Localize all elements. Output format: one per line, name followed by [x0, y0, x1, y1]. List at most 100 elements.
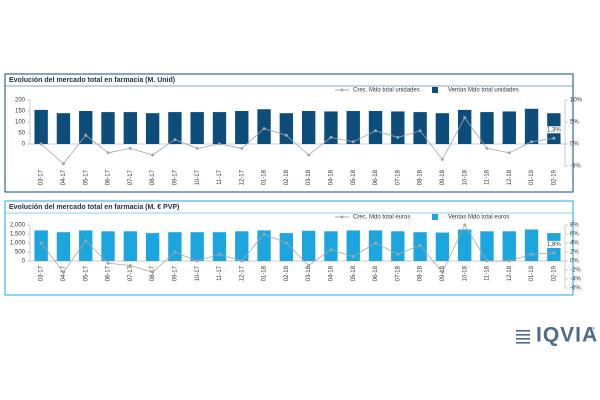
- data-label: 1,3%: [547, 127, 561, 133]
- line-marker: [530, 252, 534, 256]
- y-tick-label: 150: [15, 109, 26, 115]
- y2-tick-label: -5%: [570, 164, 581, 170]
- bar: [123, 231, 137, 261]
- bar: [301, 111, 316, 144]
- bar: [145, 113, 160, 144]
- y2-tick-label: 10%: [570, 98, 583, 104]
- bar: [79, 230, 93, 261]
- line-marker: [329, 248, 333, 252]
- y2-tick-label: 8%: [570, 223, 579, 229]
- x-tick-label: 02-18: [284, 169, 290, 185]
- bar: [56, 113, 71, 144]
- bar: [190, 232, 204, 261]
- bar: [458, 109, 472, 144]
- line-marker: [262, 232, 266, 236]
- line-marker: [195, 146, 199, 150]
- bar: [301, 230, 316, 261]
- line-marker: [151, 153, 155, 157]
- x-tick-label: 10-18: [462, 265, 468, 281]
- line-marker: [240, 259, 244, 263]
- y2-tick-label: 0%: [570, 142, 579, 148]
- bar: [391, 231, 405, 261]
- x-tick-label: 11-18: [485, 265, 491, 281]
- y2-tick-label: 4%: [570, 241, 579, 247]
- x-tick-label: 06-17: [106, 265, 112, 281]
- bar: [524, 229, 539, 261]
- line-marker: [440, 270, 444, 274]
- x-tick-label: 09-17: [172, 169, 178, 185]
- x-tick-label: 05-17: [83, 265, 89, 281]
- line-marker: [463, 223, 467, 227]
- x-tick-label: 04-18: [329, 169, 335, 185]
- line-marker: [485, 259, 489, 263]
- bar: [391, 111, 405, 144]
- line-marker: [307, 264, 311, 267]
- line-marker: [440, 157, 444, 161]
- y2-tick-label: -6%: [570, 286, 581, 292]
- x-tick-label: 07-17: [128, 265, 134, 281]
- line-marker: [284, 133, 288, 137]
- line-marker: [507, 151, 511, 155]
- line-marker: [396, 135, 400, 139]
- x-tick-label: 02-19: [551, 169, 557, 185]
- x-tick-label: 03-18: [306, 265, 312, 281]
- bar: [235, 231, 249, 261]
- y2-tick-label: -4%: [570, 277, 581, 283]
- x-tick-label: 03-18: [306, 169, 312, 185]
- x-tick-label: 11-17: [217, 169, 223, 185]
- line-marker: [84, 133, 88, 137]
- x-tick-label: 12-18: [507, 169, 513, 185]
- y2-tick-label: -2%: [570, 268, 581, 274]
- chart-title: Evolución del mercado total en farmacia …: [9, 204, 179, 211]
- x-tick-label: 12-18: [507, 265, 513, 281]
- bar: [212, 232, 227, 261]
- x-tick-label: 07-18: [395, 169, 401, 185]
- logo-mark: ™: [590, 326, 595, 332]
- line-marker: [173, 138, 177, 142]
- line-marker: [217, 252, 221, 256]
- line-marker: [39, 142, 43, 146]
- line-marker: [396, 252, 400, 256]
- bar: [346, 230, 360, 261]
- bar: [145, 233, 160, 261]
- chart-title: Evolución del mercado total en farmacia …: [9, 77, 175, 84]
- line-marker: [128, 264, 132, 267]
- legend-label: Crec. Mdo total euros: [353, 215, 410, 221]
- x-tick-label: 08-18: [418, 265, 424, 281]
- bar: [502, 231, 516, 261]
- y-tick-label: 100: [15, 120, 26, 126]
- logo-text: IQVIA: [536, 324, 598, 347]
- x-tick-label: 11-18: [485, 169, 491, 185]
- legend-marker: [340, 88, 344, 92]
- bar: [279, 113, 294, 144]
- bar: [34, 109, 48, 144]
- line-marker: [284, 241, 288, 245]
- x-tick-label: 10-17: [195, 169, 201, 185]
- x-tick-label: 12-17: [239, 265, 245, 281]
- x-tick-label: 03-17: [39, 169, 45, 185]
- logo-icon: [516, 330, 530, 344]
- line: [40, 116, 554, 165]
- line-marker: [128, 146, 132, 150]
- panel-border: [4, 73, 574, 193]
- x-tick-label: 04-18: [329, 265, 335, 281]
- bar: [480, 112, 494, 144]
- legend-label: Crec. Mdo total unidades: [353, 88, 420, 94]
- line-marker: [351, 255, 355, 258]
- bar: [235, 111, 249, 144]
- y-tick-label: 0: [22, 142, 26, 148]
- y-tick-label: 50: [18, 131, 25, 137]
- x-tick-label: 10-18: [462, 169, 468, 185]
- bar: [101, 112, 115, 144]
- y-tick-label: 500: [15, 250, 26, 256]
- line-marker: [240, 146, 244, 150]
- legend-marker: [340, 215, 344, 219]
- y-tick-label: 2,000: [10, 223, 26, 229]
- x-tick-label: 06-18: [373, 265, 379, 281]
- x-tick-label: 01-18: [262, 169, 268, 185]
- bar: [79, 111, 93, 144]
- x-tick-label: 01-19: [529, 265, 535, 281]
- line-marker: [106, 151, 110, 155]
- data-label-bg: [544, 126, 563, 134]
